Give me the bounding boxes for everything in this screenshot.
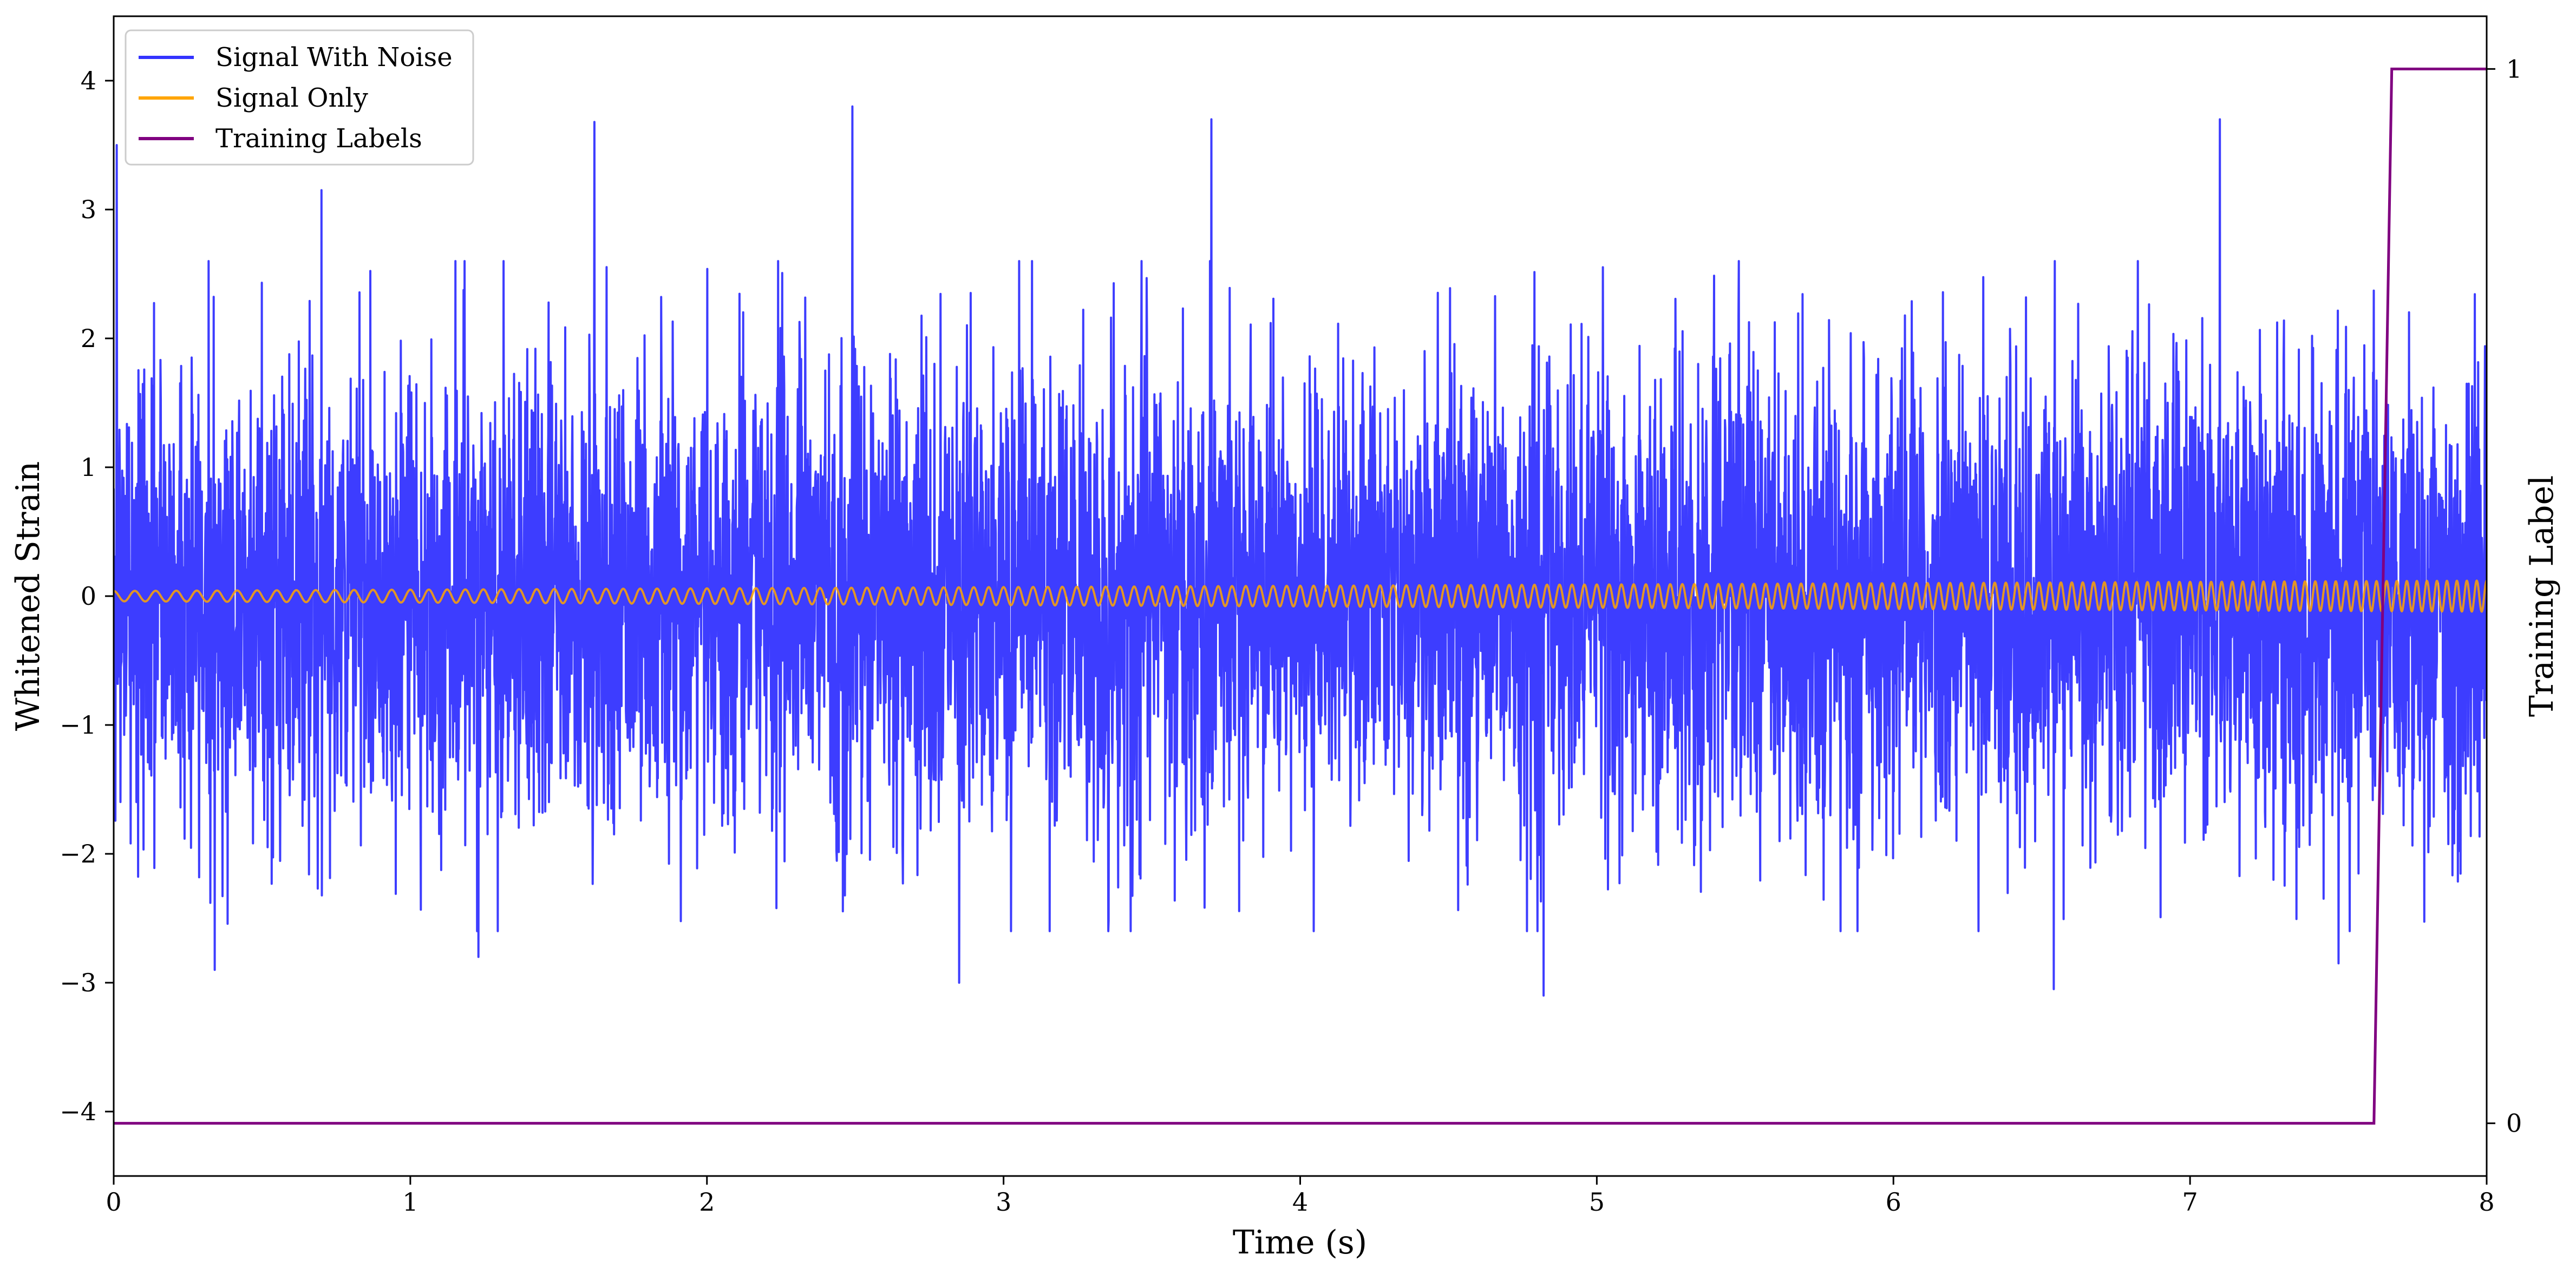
y-tick-label: −3: [60, 968, 96, 997]
x-tick-label: 8: [2479, 1187, 2494, 1217]
x-tick-label: 0: [106, 1187, 121, 1217]
y-tick-label: 2: [81, 324, 96, 353]
x-tick-label: 5: [1589, 1187, 1605, 1217]
x-tick-label: 4: [1292, 1187, 1308, 1217]
x-tick-label: 3: [996, 1187, 1011, 1217]
y-tick-label: −4: [60, 1097, 96, 1126]
x-tick-label: 2: [699, 1187, 715, 1217]
y-tick-label: −2: [60, 839, 96, 868]
x-axis-label: Time (s): [1233, 1224, 1367, 1262]
y-tick-label: 3: [81, 195, 96, 224]
plot-area: [114, 67, 2487, 1125]
y2-axis-ticks: 01: [2487, 54, 2522, 1138]
series-line-signal-only: [114, 579, 2487, 613]
legend: Signal With Noise Signal Only Training L…: [125, 29, 474, 166]
y-tick-label: −1: [60, 710, 96, 740]
y2-axis-label: Training Label: [2523, 475, 2561, 717]
y-tick-label: 4: [81, 66, 96, 95]
y-tick-label: 0: [81, 582, 96, 611]
series-line-signal-with-noise: [114, 105, 2487, 997]
legend-label-signal-only: Signal Only: [215, 83, 368, 113]
x-tick-label: 7: [2182, 1187, 2198, 1217]
series-line-training-labels: [114, 67, 2487, 1125]
y2-tick-label: 0: [2506, 1109, 2522, 1138]
legend-box: [125, 29, 474, 166]
x-axis-ticks: 0 1 2 3 4 5 6 7 8: [106, 1176, 2495, 1217]
legend-label-training-labels: Training Labels: [215, 123, 422, 154]
x-tick-label: 6: [1886, 1187, 1901, 1217]
y-axis-ticks: −4 −3 −2 −1 0 1 2 3 4: [60, 66, 114, 1126]
x-tick-label: 1: [402, 1187, 418, 1217]
legend-label-signal-with-noise: Signal With Noise: [215, 42, 453, 73]
y-tick-label: 1: [81, 453, 96, 482]
y-axis-label: Whitened Strain: [9, 461, 47, 731]
y2-tick-label: 1: [2506, 54, 2522, 83]
